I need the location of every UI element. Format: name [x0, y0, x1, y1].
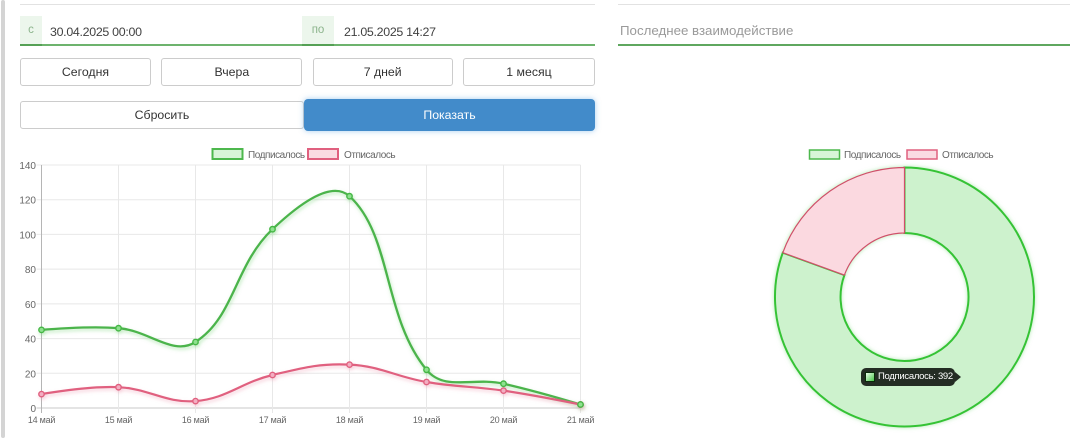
svg-text:21 май: 21 май	[567, 415, 594, 425]
svg-text:15 май: 15 май	[105, 415, 132, 425]
svg-text:Подписалось: Подписалось	[248, 150, 305, 161]
svg-text:17 май: 17 май	[259, 415, 286, 425]
svg-text:120: 120	[19, 196, 36, 207]
svg-text:20: 20	[25, 369, 37, 380]
svg-text:Отписалось: Отписалось	[344, 150, 395, 161]
svg-text:18 май: 18 май	[336, 415, 363, 425]
svg-text:16 май: 16 май	[182, 415, 209, 425]
svg-text:40: 40	[25, 335, 37, 346]
svg-text:Отписалось: Отписалось	[942, 150, 993, 161]
svg-text:0: 0	[30, 404, 36, 415]
svg-text:Подписалось: Подписалось	[844, 150, 901, 161]
svg-text:100: 100	[19, 230, 36, 241]
svg-text:140: 140	[19, 161, 36, 172]
svg-text:20 май: 20 май	[490, 415, 517, 425]
svg-text:14 май: 14 май	[28, 415, 55, 425]
svg-text:60: 60	[25, 300, 37, 311]
svg-text:80: 80	[25, 265, 37, 276]
svg-text:19 май: 19 май	[413, 415, 440, 425]
